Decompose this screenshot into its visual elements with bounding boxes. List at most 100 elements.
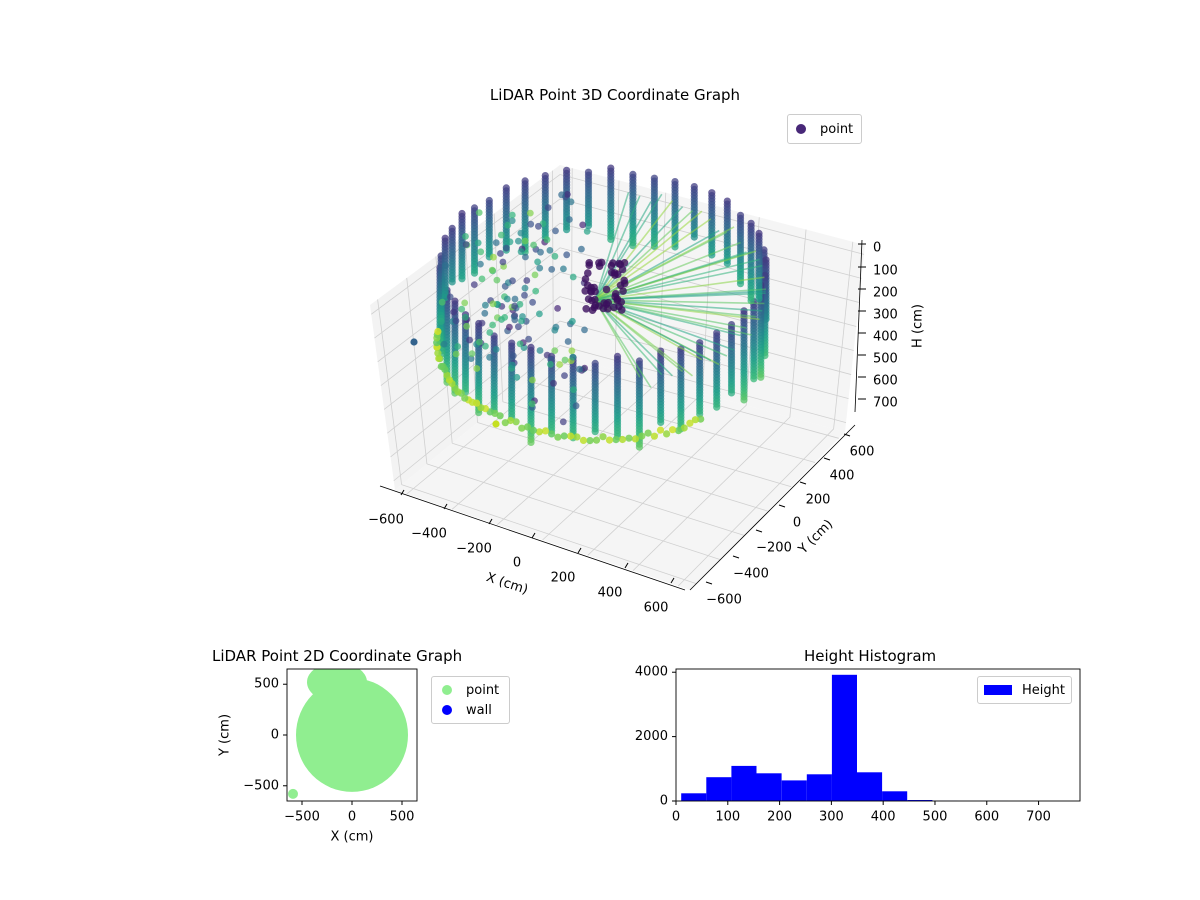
x-tick-label: −600	[368, 513, 404, 528]
x-tick-label-hist: 200	[767, 810, 792, 825]
legend-marker-point-2d	[442, 685, 452, 695]
data-point	[567, 198, 575, 206]
data-point	[551, 252, 559, 260]
data-point	[516, 340, 524, 348]
chart-histogram	[672, 668, 1081, 805]
x-tick-label-hist: 500	[923, 810, 948, 825]
data-point	[656, 426, 665, 434]
data-point	[546, 247, 554, 254]
x-tick-mark	[488, 518, 493, 525]
data-point	[527, 220, 535, 228]
data-point	[482, 342, 489, 350]
data-point	[650, 432, 659, 440]
chart-2d-legend: point wall	[431, 676, 511, 724]
y-tick-label-hist: 0	[660, 794, 668, 809]
data-point	[631, 435, 640, 443]
data-point	[548, 430, 556, 438]
y-tick-mark	[799, 481, 807, 485]
data-point	[713, 403, 721, 411]
data-point	[523, 277, 531, 284]
data-point	[579, 436, 588, 444]
data-point	[489, 321, 496, 329]
y-tick-label-2d: −500	[243, 778, 279, 793]
data-point	[506, 323, 513, 331]
data-point	[481, 309, 489, 317]
data-point	[503, 295, 511, 303]
y-tick-label: 200	[806, 493, 831, 508]
data-point	[437, 317, 445, 325]
data-point	[474, 239, 482, 247]
data-point	[657, 418, 665, 426]
data-point	[570, 386, 577, 394]
x-tick-mark	[624, 562, 629, 569]
data-point	[573, 433, 581, 441]
data-point	[560, 265, 567, 273]
data-point	[515, 237, 522, 245]
grid-y-floor	[477, 422, 768, 512]
data-point	[578, 245, 585, 253]
grid-x	[587, 217, 760, 556]
x-tick-mark	[670, 577, 675, 584]
y-tick-mark	[843, 433, 851, 437]
data-point	[586, 437, 594, 445]
grid-z	[371, 174, 865, 315]
chart-3d	[370, 164, 866, 591]
data-point	[493, 276, 501, 284]
x-tick-label-2d: −500	[284, 810, 320, 825]
grid-z	[393, 345, 847, 482]
data-point	[448, 278, 456, 286]
data-point	[518, 424, 526, 432]
data-point	[461, 299, 469, 307]
scatter-disc	[296, 678, 408, 792]
data-point	[594, 195, 641, 301]
data-point	[723, 259, 731, 268]
histogram-bar	[781, 780, 807, 801]
data-point	[585, 261, 593, 270]
data-point	[509, 277, 516, 285]
data-point	[504, 221, 512, 229]
data-point	[616, 281, 625, 290]
z-tick-label: 200	[873, 286, 898, 301]
data-point	[513, 373, 521, 381]
data-point	[511, 316, 519, 324]
data-point	[691, 416, 700, 424]
data-point	[475, 209, 483, 217]
data-point	[442, 262, 449, 270]
data-point	[536, 264, 544, 272]
data-point	[591, 428, 599, 436]
data-point	[594, 193, 663, 301]
data-point	[680, 424, 688, 432]
data-point	[547, 356, 555, 363]
data-point	[644, 429, 652, 437]
data-point	[604, 298, 613, 307]
chart-3d-legend: point	[787, 114, 863, 144]
histogram-bar	[731, 765, 757, 801]
z-tick-label: 400	[873, 330, 898, 345]
z-tick-label: 600	[873, 374, 898, 389]
data-point	[529, 376, 536, 384]
data-point	[618, 435, 627, 444]
histogram-bar	[857, 772, 883, 801]
data-point	[518, 317, 525, 325]
data-point	[511, 295, 519, 303]
data-point	[690, 233, 698, 241]
data-point	[564, 338, 572, 345]
data-point	[534, 258, 541, 266]
data-point	[463, 322, 470, 330]
data-point	[506, 238, 514, 246]
data-point	[669, 426, 677, 434]
y-axis-label: Y (cm)	[795, 517, 836, 558]
x-tick-label-2d: 0	[348, 810, 356, 825]
x-tick-label: 0	[513, 556, 521, 571]
data-point	[476, 338, 483, 346]
data-point	[594, 299, 641, 378]
y-tick-mark	[732, 555, 740, 559]
y-tick-mark	[823, 457, 831, 461]
data-point	[508, 211, 516, 219]
data-point	[509, 352, 517, 360]
y-tick-label-hist: 4000	[635, 665, 668, 680]
data-point	[477, 260, 484, 268]
data-point	[610, 303, 618, 312]
legend-marker-point	[796, 124, 806, 134]
data-point	[592, 436, 601, 444]
